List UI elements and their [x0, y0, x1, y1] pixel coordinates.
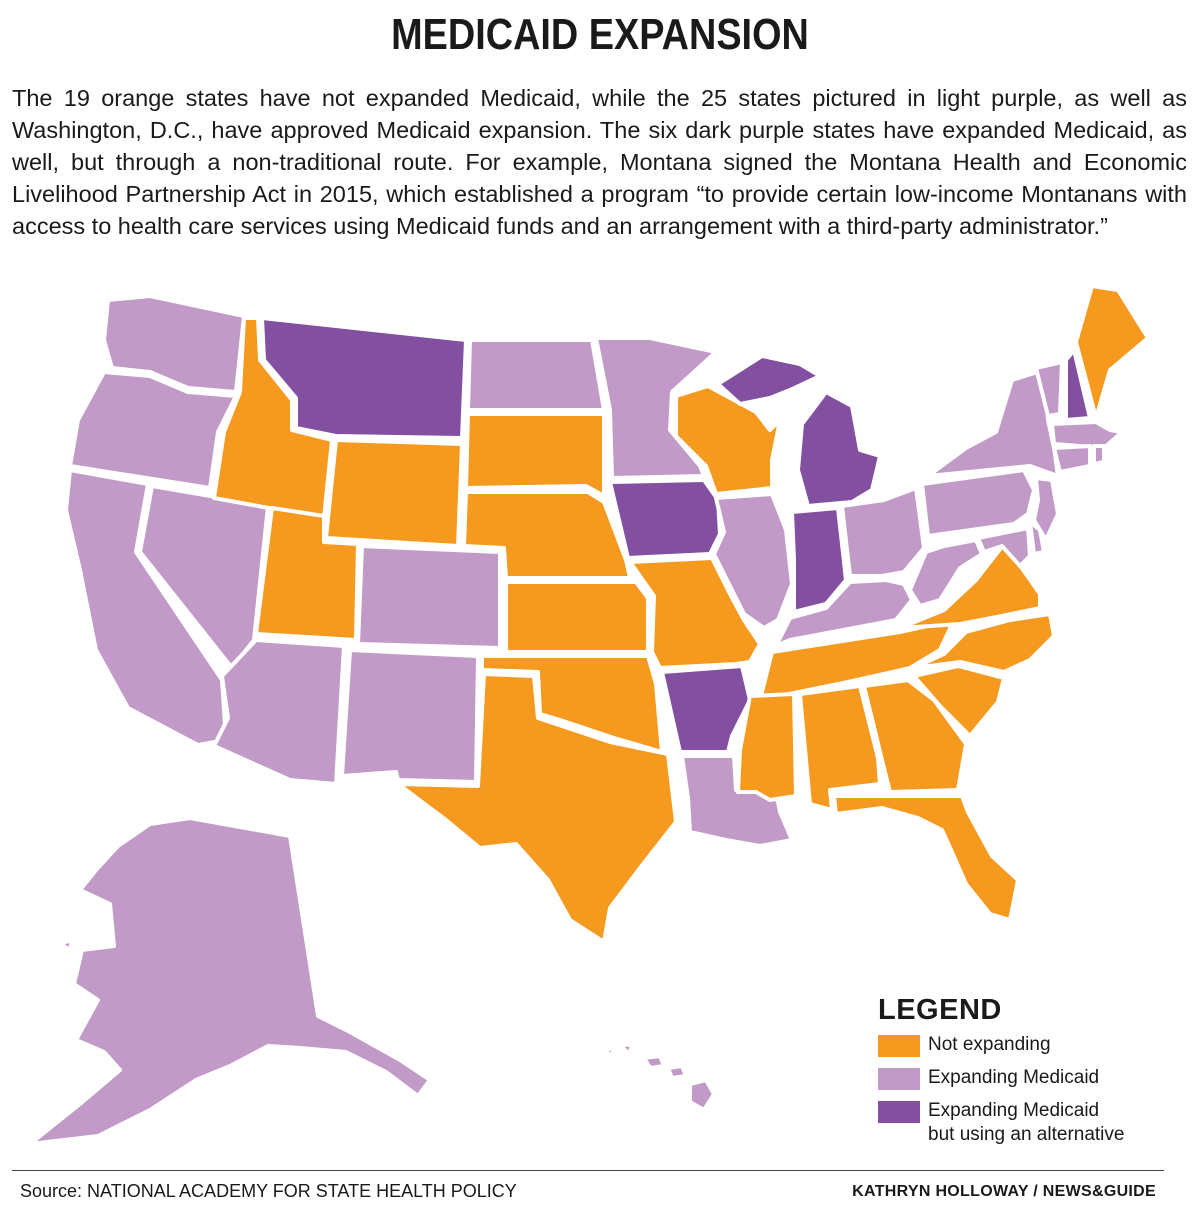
state-ak	[28, 816, 432, 1146]
state-hi-island	[618, 1042, 634, 1056]
legend-label: Expanding Medicaid	[928, 1067, 1100, 1088]
state-il	[712, 492, 794, 630]
state-nm	[340, 648, 480, 784]
state-ri	[1092, 444, 1106, 466]
state-in	[790, 506, 848, 614]
state-hi-island	[642, 1054, 666, 1070]
state-sd	[464, 412, 606, 498]
state-ks	[504, 580, 650, 654]
state-ma	[1050, 420, 1124, 450]
state-sc	[912, 664, 1006, 738]
state-pa	[920, 468, 1036, 538]
state-la	[680, 754, 794, 848]
byline: KATHRYN HOLLOWAY / NEWS&GUIDE	[852, 1183, 1156, 1200]
state-ct	[1052, 444, 1092, 474]
state-mt	[260, 316, 468, 440]
legend-swatch	[878, 1035, 920, 1057]
state-nc	[912, 612, 1056, 674]
state-nd	[466, 338, 606, 412]
source-credit: Source: NATIONAL ACADEMY FOR STATE HEALT…	[20, 1181, 517, 1201]
state-va	[898, 542, 1042, 630]
state-ga	[862, 678, 968, 794]
state-ut	[254, 506, 360, 642]
state-nj	[1032, 476, 1060, 542]
state-fl	[832, 794, 1020, 922]
legend-label: Not expanding	[928, 1034, 1051, 1055]
state-hi-big	[688, 1078, 716, 1112]
state-oh	[840, 486, 926, 578]
intro-paragraph: The 19 orange states have not expanded M…	[12, 85, 1187, 239]
state-az	[212, 638, 346, 786]
map-legend: LEGEND Not expanding Expanding Medicaid …	[878, 994, 1178, 1156]
state-ia	[608, 478, 722, 560]
state-wa	[102, 294, 246, 394]
state-al	[798, 684, 882, 812]
legend-title: LEGEND	[878, 994, 1002, 1026]
state-hi-island	[666, 1064, 688, 1080]
state-mi-upper	[716, 354, 822, 406]
state-ne	[462, 490, 632, 580]
state-de	[1028, 520, 1046, 556]
us-medicaid-map	[28, 284, 1150, 1146]
state-mo	[628, 556, 762, 670]
state-hi-island	[602, 1046, 616, 1058]
state-nh	[1064, 348, 1092, 422]
state-wv	[908, 538, 984, 608]
state-ca	[64, 468, 228, 747]
legend-item: Not expanding	[878, 1033, 1178, 1057]
state-vt	[1034, 360, 1064, 418]
map-title: MEDICAID EXPANSION	[391, 10, 809, 59]
state-id	[212, 316, 334, 520]
legend-label: Expanding Medicaid but using an alternat…	[928, 1100, 1125, 1145]
state-wy	[324, 438, 464, 548]
state-ok	[480, 654, 664, 754]
legend-swatch	[878, 1068, 920, 1090]
footer-divider	[12, 1170, 1164, 1171]
state-md	[976, 526, 1032, 568]
state-ar	[660, 664, 752, 754]
state-ak-island	[58, 938, 74, 952]
state-ky	[774, 578, 914, 648]
legend-item: Expanding Medicaid but using an alternat…	[878, 1099, 1178, 1147]
legend-item: Expanding Medicaid	[878, 1066, 1178, 1090]
state-tx	[396, 672, 678, 944]
legend-swatch	[878, 1101, 920, 1123]
state-me	[1074, 284, 1150, 420]
state-ms	[736, 692, 798, 802]
state-mn	[594, 336, 718, 480]
state-mi	[796, 390, 882, 508]
state-co	[356, 544, 502, 650]
state-or	[68, 370, 238, 490]
